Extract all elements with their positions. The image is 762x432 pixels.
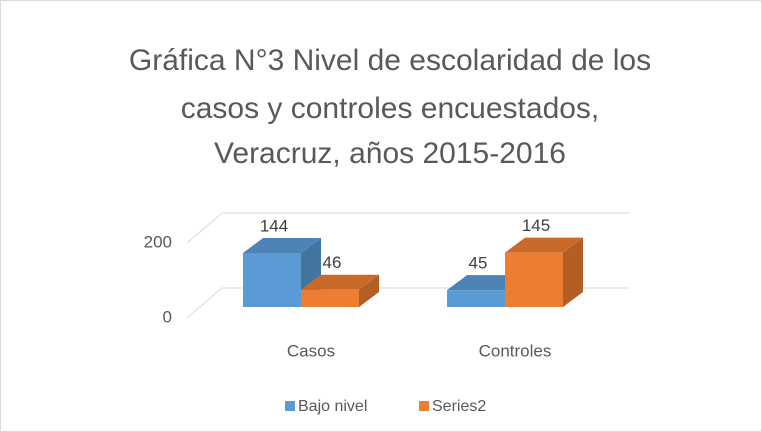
chart-title: casos y controles encuestados, bbox=[181, 92, 600, 125]
legend-label: Series2 bbox=[432, 398, 486, 415]
x-tick-label: Controles bbox=[479, 341, 552, 360]
bar-side bbox=[563, 237, 583, 307]
chart-title: Gráfica N°3 Nivel de escolaridad de los bbox=[129, 44, 651, 77]
legend-label: Bajo nivel bbox=[298, 398, 367, 415]
bar-top bbox=[243, 238, 321, 253]
bar-front bbox=[301, 289, 359, 307]
bar-side bbox=[359, 274, 379, 307]
bar-top bbox=[505, 237, 583, 253]
y-tick-label: 200 bbox=[144, 232, 172, 251]
data-label: 145 bbox=[522, 216, 550, 235]
y-tick-label: 0 bbox=[163, 307, 172, 326]
data-label: 45 bbox=[469, 254, 488, 273]
x-tick-label: Casos bbox=[287, 341, 335, 360]
bar-front bbox=[243, 253, 301, 307]
chart-title: Veracruz, años 2015-2016 bbox=[214, 137, 566, 170]
grid-line bbox=[186, 212, 630, 244]
bar-top bbox=[301, 274, 379, 290]
bar-front bbox=[447, 290, 505, 307]
bar-front bbox=[505, 252, 563, 307]
data-label: 144 bbox=[260, 216, 288, 235]
data-label: 46 bbox=[323, 253, 342, 272]
legend-swatch bbox=[419, 401, 429, 411]
legend-swatch bbox=[285, 401, 295, 411]
